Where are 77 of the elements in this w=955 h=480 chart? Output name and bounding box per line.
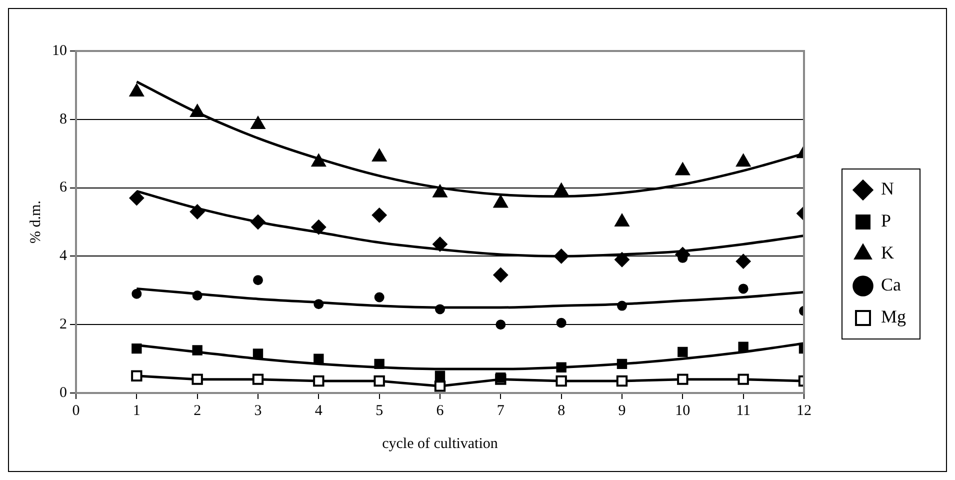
point	[313, 375, 324, 387]
x-tick-label: 8	[558, 402, 566, 419]
point	[434, 370, 446, 381]
point	[132, 343, 142, 354]
x-tick-label: 1	[132, 402, 140, 419]
point	[192, 290, 202, 301]
point	[493, 194, 508, 208]
x-tick-label: 4	[314, 402, 323, 419]
x-tick-label: 3	[254, 402, 262, 419]
point	[311, 220, 326, 235]
point	[616, 300, 627, 311]
point	[616, 358, 628, 370]
point	[736, 154, 751, 167]
legend-label: Mg	[880, 306, 906, 327]
point	[129, 190, 144, 206]
y-axis-title: % d.m.	[28, 200, 44, 244]
y-tick-label: 8	[60, 111, 67, 128]
point	[434, 380, 446, 392]
point	[496, 320, 506, 330]
x-tick-label: 12	[796, 402, 812, 419]
y-tick-label: 2	[60, 316, 67, 333]
point	[132, 288, 142, 299]
point	[253, 275, 263, 286]
x-tick-label: 6	[436, 402, 444, 419]
point	[250, 214, 266, 230]
point	[192, 345, 202, 356]
point	[374, 292, 384, 302]
point	[432, 184, 448, 198]
point	[190, 204, 205, 220]
point	[252, 374, 264, 385]
point	[554, 182, 569, 196]
x-axis-title: cycle of cultivation	[382, 436, 498, 452]
point	[131, 370, 142, 382]
point	[190, 104, 205, 118]
legend-label: K	[880, 242, 894, 263]
legend-label: P	[880, 210, 892, 231]
point	[129, 84, 144, 97]
point	[374, 375, 385, 387]
point	[493, 268, 508, 283]
x-tick-label: 2	[194, 402, 202, 419]
point	[614, 252, 630, 268]
x-tick-label: 5	[376, 402, 384, 419]
point	[432, 236, 448, 252]
point	[374, 358, 384, 370]
point	[192, 374, 203, 385]
point	[311, 154, 326, 167]
point	[252, 348, 264, 359]
y-tick-label: 10	[52, 42, 67, 59]
point	[556, 375, 567, 387]
x-tick-label: 11	[736, 402, 751, 419]
point	[314, 299, 324, 310]
point	[738, 342, 748, 352]
point	[372, 148, 387, 162]
legend-label: Ca	[880, 274, 901, 295]
point	[675, 162, 690, 176]
x-tick-label: 0	[72, 402, 80, 419]
x-tick-label: 10	[675, 402, 690, 419]
x-tick-label: 7	[496, 402, 505, 419]
point	[736, 254, 751, 269]
point	[616, 375, 628, 387]
y-tick-label: 6	[60, 180, 68, 196]
point	[677, 374, 688, 385]
point	[314, 354, 324, 364]
y-tick-label: 0	[60, 384, 67, 401]
point	[556, 362, 566, 372]
point	[372, 208, 387, 223]
point	[614, 214, 630, 226]
point	[554, 248, 569, 264]
point	[556, 318, 566, 328]
point	[738, 284, 748, 294]
point	[435, 304, 445, 314]
legend-label: N	[880, 178, 894, 199]
x-tick-label: 9	[618, 402, 626, 419]
point	[678, 346, 688, 358]
point	[738, 374, 749, 385]
y-tick-label: 4	[60, 248, 68, 264]
point	[250, 116, 266, 130]
